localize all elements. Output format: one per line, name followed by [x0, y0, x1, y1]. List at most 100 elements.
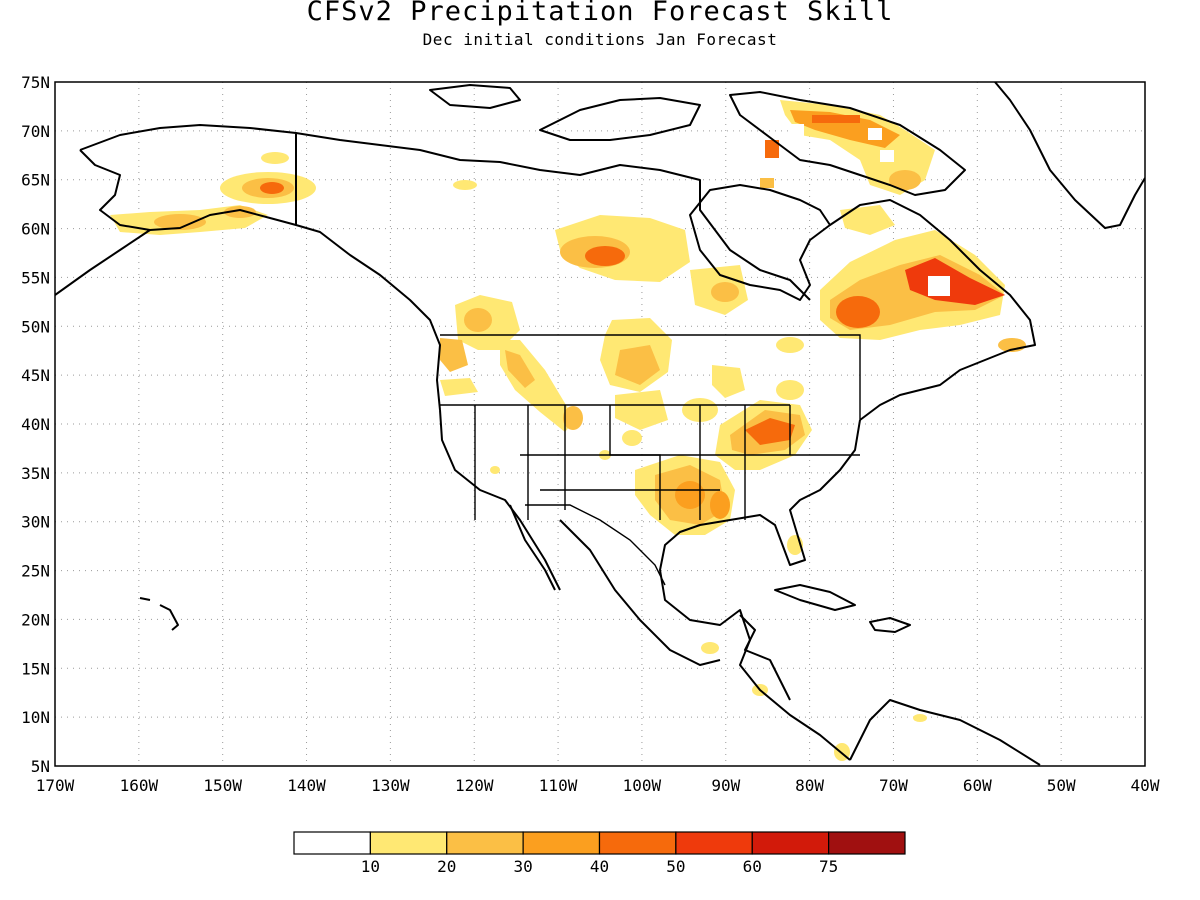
colorbar-label: 60	[743, 857, 762, 876]
lon-tick-label: 130W	[371, 776, 410, 795]
coast-us-west	[439, 409, 561, 591]
border-us-mexico	[525, 504, 666, 586]
lon-tick-label: 100W	[623, 776, 662, 795]
masked-area-labrador	[928, 276, 950, 296]
skill-area-nebraska	[615, 390, 668, 430]
coast-aleutian	[55, 229, 151, 296]
skill-area-ohio-valley-core	[745, 418, 795, 445]
lat-tick-label: 75N	[21, 73, 50, 92]
coast-banks-island	[429, 84, 521, 109]
lon-tick-label: 160W	[120, 776, 159, 795]
lat-tick-label: 25N	[21, 562, 50, 581]
skill-area-oregon	[440, 378, 478, 396]
lat-tick-label: 70N	[21, 122, 50, 141]
skill-area-mississippi	[710, 491, 730, 519]
coast-hawaii	[139, 597, 179, 631]
colorbar-swatch	[293, 831, 371, 855]
colorbar-swatch	[751, 831, 830, 855]
lat-tick-label: 50N	[21, 317, 50, 336]
coast-greenland	[994, 82, 1145, 229]
skill-area-gulf-alaska	[224, 206, 256, 218]
coast-labrador	[829, 199, 1036, 421]
lat-tick-label: 20N	[21, 610, 50, 629]
lat-tick-label: 15N	[21, 659, 50, 678]
skill-area-nwt	[453, 180, 477, 190]
skill-area-baffin-west	[765, 140, 779, 158]
skill-area-quebec-west-core	[836, 296, 880, 328]
colorbar-swatch	[522, 831, 601, 855]
coast-arctic-islands	[539, 97, 701, 141]
coast-arctic	[295, 132, 811, 301]
lon-tick-label: 140W	[287, 776, 326, 795]
skill-area-central-canada-core	[585, 246, 625, 266]
skill-area-wisconsin	[712, 365, 745, 398]
lat-tick-label: 45N	[21, 366, 50, 385]
skill-area-manitoba-mid	[711, 282, 739, 302]
skill-area-arkansas	[675, 481, 705, 509]
colorbar-swatch	[828, 831, 906, 855]
skill-area-mexico-south	[701, 642, 719, 654]
lon-tick-label: 40W	[1131, 776, 1160, 795]
skill-area-rockies-mid	[505, 350, 535, 388]
skill-area-alaska-south-mid	[154, 214, 206, 230]
coast-hudson-bay	[689, 184, 831, 301]
lon-tick-label: 120W	[455, 776, 494, 795]
skill-area-pacific-nw-mid	[464, 308, 492, 332]
border-states-latitude	[520, 454, 860, 491]
colorbar-label: 50	[666, 857, 685, 876]
colorbar-label: 75	[819, 857, 838, 876]
latitude-axis: 75N 70N 65N 60N 55N 50N 45N 40N 35N 30N 25N 20N 15N 1…	[21, 73, 50, 776]
colorbar-legend: 10 20 30 40 50 60 75	[293, 831, 906, 876]
colorbar-label: 20	[437, 857, 456, 876]
coastlines	[55, 82, 1145, 766]
skill-shading	[110, 100, 1026, 761]
skill-area-northern-plains-mid	[615, 345, 660, 385]
skill-area-michigan	[776, 380, 804, 400]
lat-tick-label: 55N	[21, 268, 50, 287]
skill-area-ontario	[776, 337, 804, 353]
coast-south-america	[849, 699, 1041, 766]
graticule-grid	[55, 82, 1145, 766]
coast-central-america	[739, 614, 791, 701]
coast-alaska-south	[79, 149, 297, 231]
colorbar-label: 40	[590, 857, 609, 876]
lat-tick-label: 60N	[21, 220, 50, 239]
lon-tick-label: 150W	[203, 776, 242, 795]
coast-cuba	[774, 584, 856, 611]
coast-mexico-west	[559, 519, 721, 666]
skill-area-ungava	[840, 205, 895, 235]
coast-hispaniola	[869, 617, 911, 633]
coast-alaska-bc	[79, 124, 441, 411]
lat-tick-label: 65N	[21, 171, 50, 190]
skill-area-california	[490, 466, 500, 474]
skill-area-colorado	[622, 430, 642, 446]
masked-area-baffin-1	[790, 124, 804, 136]
state-borders	[440, 334, 861, 586]
coast-baffin	[729, 91, 966, 196]
border-us-canada	[440, 334, 861, 420]
lon-tick-label: 90W	[711, 776, 740, 795]
lon-tick-label: 170W	[36, 776, 75, 795]
lon-tick-label: 80W	[795, 776, 824, 795]
lon-tick-label: 70W	[879, 776, 908, 795]
lon-tick-label: 110W	[539, 776, 578, 795]
coast-baja	[509, 504, 556, 591]
lon-tick-label: 50W	[1047, 776, 1076, 795]
longitude-axis: 170W 160W 150W 140W 130W 120W 110W 100W 90W 80W 70…	[36, 776, 1160, 795]
colorbar-swatch	[598, 831, 677, 855]
skill-area-southampton	[760, 178, 774, 188]
skill-area-baffin-core	[812, 115, 860, 123]
skill-area-alaska-north	[261, 152, 289, 164]
colorbar-swatch	[675, 831, 753, 855]
masked-area-baffin-2	[868, 128, 882, 140]
colorbar-label: 10	[361, 857, 380, 876]
skill-area-alaska-core	[260, 182, 284, 194]
chart-title: CFSv2 Precipitation Forecast Skill	[306, 0, 894, 27]
lat-tick-label: 30N	[21, 513, 50, 532]
lat-tick-label: 35N	[21, 464, 50, 483]
lat-tick-label: 10N	[21, 708, 50, 727]
skill-area-venezuela	[913, 714, 927, 722]
colorbar-label: 30	[513, 857, 532, 876]
colorbar-swatch	[446, 831, 524, 855]
